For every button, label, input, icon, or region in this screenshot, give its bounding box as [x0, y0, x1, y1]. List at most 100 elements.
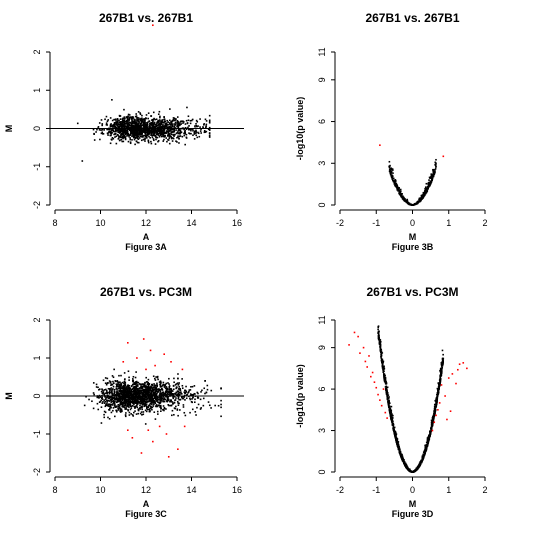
volcano-point: [377, 325, 380, 327]
ma-point: [177, 126, 180, 129]
significant-point: [165, 433, 168, 435]
ma-point: [197, 132, 200, 135]
ma-point: [175, 387, 177, 390]
ma-point: [189, 411, 191, 414]
ma-point: [112, 130, 115, 133]
ma-point: [145, 127, 148, 130]
ma-point: [148, 391, 150, 394]
ma-point: [133, 383, 135, 386]
ma-point: [181, 127, 184, 130]
ma-point: [103, 399, 105, 401]
ma-point: [122, 390, 124, 392]
ma-point: [178, 142, 180, 144]
ma-point: [203, 124, 205, 126]
ma-point: [118, 390, 121, 393]
volcano-point: [383, 366, 385, 369]
ma-point: [111, 389, 114, 391]
ma-point: [101, 398, 104, 400]
ma-point: [181, 395, 184, 398]
volcano-point: [383, 375, 386, 378]
ma-point: [184, 126, 187, 129]
ma-point: [109, 396, 111, 399]
ma-point: [127, 396, 130, 399]
ma-point: [179, 130, 182, 132]
ma-point: [154, 396, 156, 399]
ma-point: [141, 136, 143, 138]
ma-point: [160, 135, 163, 138]
ma-point: [162, 131, 165, 133]
volcano-point: [423, 190, 426, 192]
ma-point: [114, 406, 117, 409]
ma-point: [176, 386, 178, 389]
ma-point: [178, 135, 181, 138]
x-axis: -2 -1 0 1 2: [336, 476, 488, 495]
ma-point: [148, 133, 150, 135]
ma-point: [129, 116, 132, 118]
volcano-point: [391, 168, 394, 170]
volcano-point: [435, 165, 437, 168]
ma-point: [120, 134, 123, 136]
ma-point: [148, 130, 151, 132]
ma-point: [151, 384, 154, 387]
volcano-point: [386, 386, 389, 389]
ma-point: [146, 400, 149, 402]
ma-point: [157, 124, 160, 126]
ma-point: [129, 387, 132, 390]
ma-point: [113, 382, 115, 385]
volcano-point: [392, 179, 395, 182]
ma-point: [107, 382, 109, 384]
x-tick-label: 2: [482, 485, 487, 495]
ma-point: [125, 399, 128, 401]
ma-point: [132, 122, 134, 125]
ma-point: [184, 143, 186, 146]
ma-point: [155, 136, 158, 138]
ma-point: [148, 397, 151, 400]
ma-point: [160, 132, 163, 135]
ma-point: [101, 131, 104, 134]
ma-point: [137, 129, 140, 132]
ma-point: [130, 394, 133, 397]
ma-point: [136, 399, 138, 401]
ma-point: [146, 134, 149, 137]
ma-point: [179, 387, 181, 390]
ma-point: [133, 411, 135, 414]
ma-point: [176, 116, 179, 118]
ma-point: [171, 124, 174, 127]
ma-point: [170, 128, 173, 130]
ma-point: [161, 125, 164, 127]
ma-point: [164, 387, 167, 389]
significant-point: [170, 361, 172, 363]
ma-point: [149, 410, 151, 413]
x-tick-label: 16: [232, 485, 242, 495]
x-tick-label: 10: [95, 485, 105, 495]
ma-point: [180, 123, 182, 125]
ma-point: [140, 397, 143, 400]
ma-point: [112, 407, 115, 409]
volcano-point: [422, 191, 425, 194]
ma-point: [122, 137, 124, 140]
ma-point: [166, 134, 169, 137]
ma-point: [149, 386, 151, 389]
ma-point: [140, 405, 143, 408]
ma-point: [116, 398, 119, 401]
ma-point: [175, 393, 177, 396]
ma-point: [106, 396, 109, 398]
ma-point: [110, 390, 113, 393]
volcano-point: [421, 459, 424, 461]
ma-point: [160, 133, 163, 136]
ma-point: [128, 384, 131, 387]
volcano-point: [394, 435, 396, 438]
ma-point: [142, 390, 145, 393]
ma-point: [101, 124, 103, 127]
ma-point: [134, 137, 137, 140]
ma-point: [140, 390, 143, 392]
ma-point: [116, 405, 118, 408]
ma-point: [139, 392, 142, 395]
ma-point: [105, 397, 107, 399]
volcano-point: [396, 189, 399, 191]
ma-point: [145, 381, 148, 383]
ma-point: [96, 128, 98, 131]
ma-point: [155, 400, 158, 402]
volcano-point: [427, 181, 430, 184]
